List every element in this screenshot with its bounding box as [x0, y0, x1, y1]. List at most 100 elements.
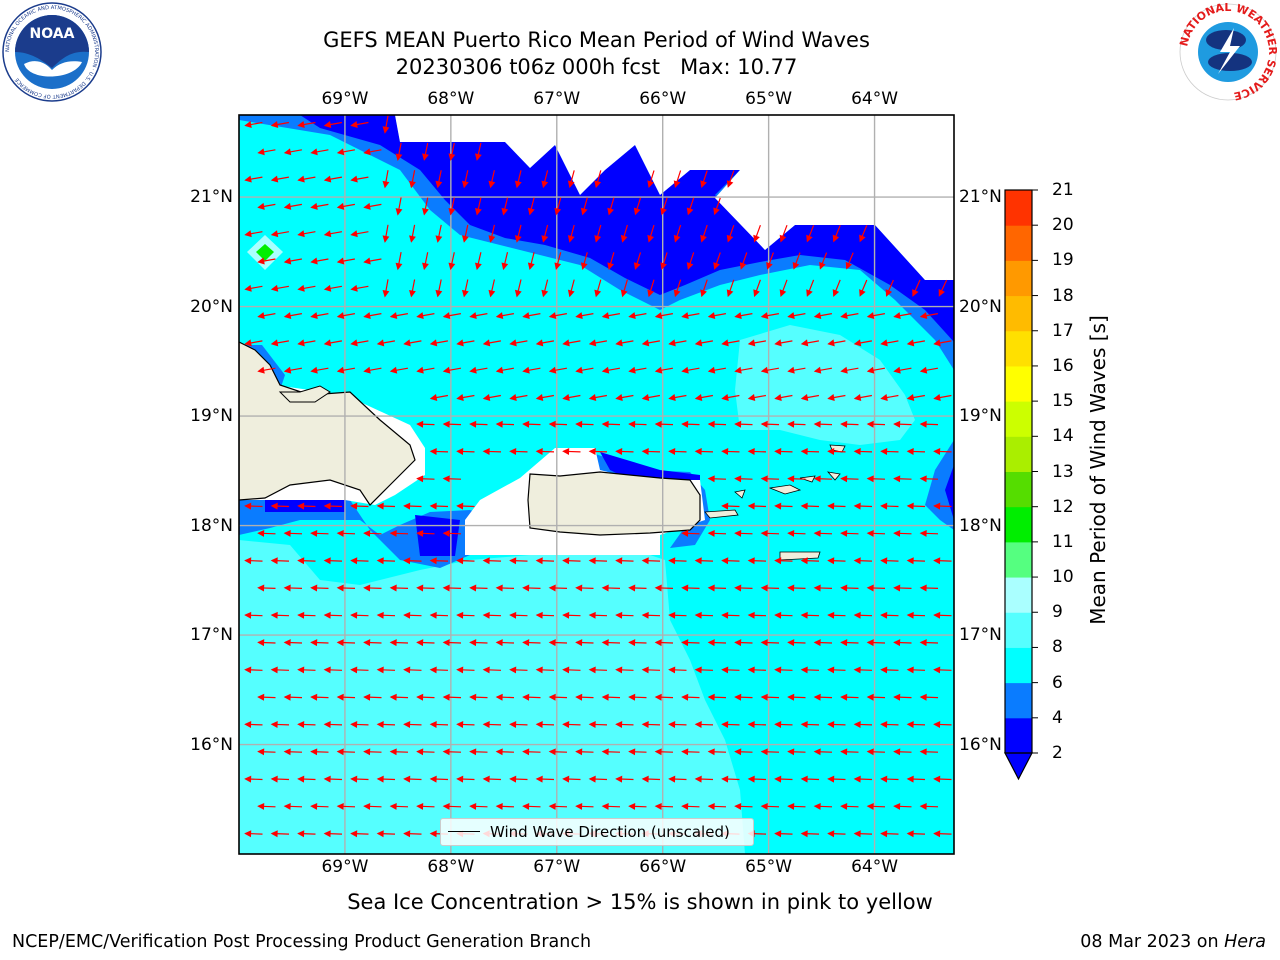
- direction-arrowhead: [853, 557, 861, 565]
- direction-arrowhead: [813, 312, 822, 320]
- direction-arrowhead: [827, 394, 835, 401]
- direction-arrowhead: [832, 234, 840, 243]
- tortuga-land: [278, 385, 331, 403]
- direction-arrowhead: [800, 557, 808, 565]
- direction-arrowhead: [734, 475, 742, 483]
- direction-arrowhead: [607, 207, 615, 216]
- wind-wave-direction-arrows: [244, 115, 952, 838]
- direction-arrowhead: [403, 502, 411, 510]
- direction-arrowhead: [859, 234, 866, 243]
- direction-arrowhead: [297, 339, 305, 347]
- direction-arrowhead: [541, 180, 549, 189]
- direction-arrowhead: [482, 611, 490, 619]
- direction-arrowhead: [363, 584, 371, 592]
- direction-arrowhead: [806, 289, 813, 297]
- direction-arrowhead: [535, 557, 543, 565]
- direction-arrowhead: [753, 289, 760, 298]
- direction-arrowhead: [350, 121, 358, 128]
- direction-arrowhead: [681, 529, 689, 537]
- direction-arrowhead: [906, 830, 914, 838]
- direction-arrowhead: [495, 420, 503, 428]
- direction-arrowhead: [866, 693, 874, 701]
- direction-arrowhead: [482, 721, 490, 728]
- direction-arrowhead: [336, 748, 344, 756]
- lon-label-top: 65°W: [745, 89, 793, 109]
- direction-arrowhead: [297, 611, 305, 619]
- direction-arrowhead: [527, 207, 535, 216]
- direction-arrowhead: [906, 502, 914, 510]
- direction-arrowhead: [668, 448, 676, 455]
- direction-arrowhead: [774, 666, 782, 674]
- direction-arrowhead: [422, 208, 429, 216]
- direction-arrowhead: [257, 529, 265, 537]
- direction-arrowhead: [575, 312, 583, 320]
- direction-arrowhead: [376, 339, 385, 347]
- colorbar-segment: [1005, 436, 1032, 472]
- direction-arrowhead: [906, 666, 914, 674]
- direction-arrowhead: [548, 366, 557, 374]
- direction-arrowhead: [323, 830, 331, 838]
- direction-arrowhead: [389, 366, 398, 374]
- sea-ice-note: Sea Ice Concentration > 15% is shown in …: [347, 890, 933, 914]
- direction-arrowhead: [588, 448, 596, 455]
- direction-arrowhead: [919, 693, 927, 701]
- direction-arrowhead: [469, 420, 477, 428]
- direction-arrowhead: [283, 693, 291, 701]
- direction-arrowhead: [707, 639, 715, 647]
- map-legend: Wind Wave Direction (unscaled): [440, 818, 754, 846]
- direction-arrowhead: [363, 748, 371, 756]
- direction-arrowhead: [257, 584, 265, 592]
- direction-arrowhead: [893, 802, 901, 810]
- direction-arrowhead: [588, 721, 596, 728]
- direction-arrowhead: [270, 502, 278, 510]
- direction-arrowhead: [336, 257, 345, 265]
- colorbar-segment: [1005, 647, 1032, 684]
- direction-arrowhead: [389, 802, 397, 810]
- direction-arrowhead: [919, 312, 928, 320]
- direction-arrowhead: [442, 475, 450, 483]
- direction-arrowhead: [747, 557, 755, 565]
- direction-arrowhead: [416, 420, 424, 428]
- direction-arrowhead: [694, 721, 702, 728]
- direction-arrowhead: [522, 693, 530, 701]
- lat-label-left: 19°N: [190, 406, 233, 427]
- direction-arrowhead: [933, 775, 941, 783]
- lon-label-top: 67°W: [533, 89, 581, 109]
- direction-arrowhead: [594, 180, 602, 189]
- colorbar-segment: [1005, 471, 1032, 508]
- direction-arrowhead: [654, 748, 662, 756]
- direction-arrowhead: [389, 639, 397, 647]
- direction-arrowhead: [779, 289, 787, 298]
- direction-arrowhead: [859, 289, 866, 297]
- direction-arrowhead: [721, 721, 729, 728]
- direction-arrowhead: [495, 802, 503, 810]
- direction-arrowhead: [933, 394, 941, 401]
- direction-arrowhead: [297, 775, 305, 783]
- direction-arrowhead: [244, 121, 252, 128]
- direction-arrowhead: [588, 339, 597, 347]
- direction-arrowhead: [297, 502, 305, 510]
- direction-arrowhead: [395, 153, 403, 162]
- direction-arrowhead: [787, 802, 795, 810]
- colorbar-segment: [1005, 612, 1032, 648]
- direction-arrowhead: [933, 502, 941, 510]
- direction-arrowhead: [787, 366, 795, 374]
- direction-arrowhead: [840, 366, 848, 374]
- direction-arrowhead: [244, 830, 252, 838]
- direction-arrowhead: [522, 639, 530, 647]
- direction-arrowhead: [363, 693, 371, 701]
- direction-arrowhead: [456, 339, 464, 347]
- direction-arrowhead: [270, 230, 279, 238]
- direction-arrowhead: [270, 830, 278, 838]
- direction-arrowhead: [893, 475, 901, 483]
- period-field-6-8-south: [239, 540, 745, 854]
- direction-arrowhead: [456, 448, 464, 455]
- direction-arrowhead: [615, 611, 623, 619]
- direction-arrowhead: [601, 693, 609, 701]
- direction-arrowhead: [813, 366, 822, 374]
- direction-arrowhead: [893, 748, 901, 756]
- legend-label: Wind Wave Direction (unscaled): [490, 823, 730, 841]
- direction-arrowhead: [382, 180, 390, 189]
- direction-arrowhead: [713, 262, 720, 270]
- direction-arrowhead: [562, 666, 570, 674]
